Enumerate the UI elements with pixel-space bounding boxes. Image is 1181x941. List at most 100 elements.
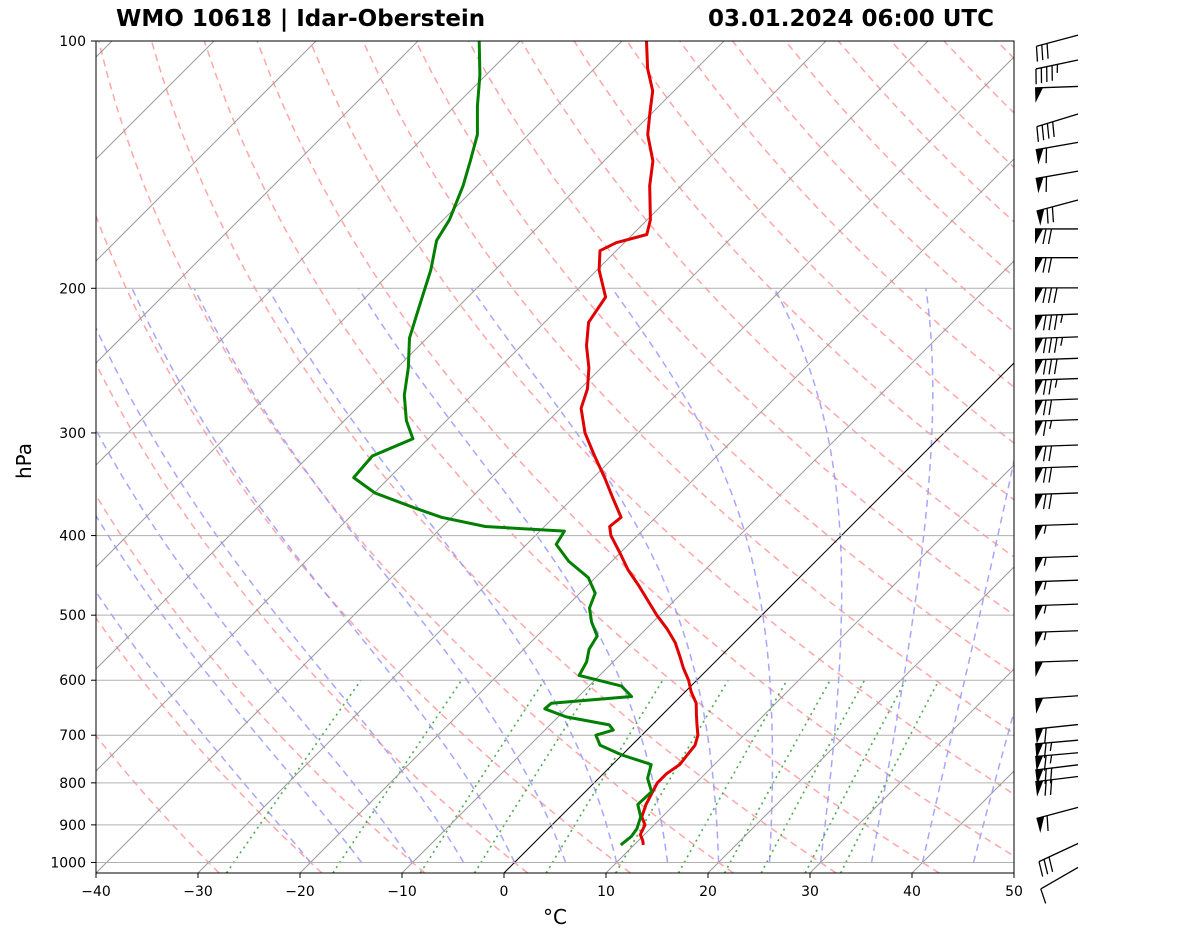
y-tick-label: 100 [59, 34, 86, 50]
barb-full [1048, 399, 1053, 416]
mixing-ratio-line [615, 679, 729, 873]
barb-flag [1036, 816, 1045, 833]
barb-full [1042, 446, 1047, 462]
isotherm [0, 41, 10, 873]
y-tick-label: 200 [59, 281, 86, 297]
barb-full [1042, 400, 1047, 416]
wind-barb [1035, 523, 1079, 541]
barb-flag [1035, 661, 1043, 678]
isotherm [96, 41, 521, 466]
barb-full [1042, 420, 1047, 436]
wind-barb [1040, 866, 1079, 904]
barb-full [1036, 126, 1040, 142]
barb-half [1049, 420, 1053, 430]
barb-full [1047, 257, 1053, 273]
wind-barb [1035, 313, 1079, 331]
barb-flag [1035, 338, 1043, 354]
barb-flag [1035, 379, 1043, 395]
barb-flag [1035, 87, 1043, 103]
isotherm [96, 41, 623, 568]
barb-full [1053, 314, 1058, 331]
barb-half [1049, 742, 1053, 752]
barb-full [1042, 337, 1047, 354]
wind-barb [1035, 287, 1078, 304]
moist-adiabat [972, 709, 1014, 863]
dry-adiabat [96, 214, 631, 873]
moist-adiabat [357, 287, 669, 863]
x-tick-label: 20 [699, 884, 717, 900]
barb-full [1048, 493, 1053, 510]
x-tick-label: 40 [903, 884, 921, 900]
x-tick-label: 50 [1005, 884, 1023, 900]
isotherm [809, 668, 1014, 873]
barb-full [1048, 445, 1053, 462]
barb-shaft [1035, 85, 1079, 89]
barb-full [1041, 44, 1044, 61]
dry-adiabat [203, 41, 940, 873]
x-axis-label: °C [543, 905, 567, 929]
barb-flag [1035, 315, 1043, 331]
moist-adiabat [921, 457, 1014, 863]
moist-adiabat [96, 590, 312, 863]
barb-shaft [1040, 866, 1079, 890]
dry-adiabat [96, 616, 323, 873]
mixing-ratio-line [225, 679, 362, 873]
x-tick-label: −40 [81, 884, 111, 900]
barb-shaft [1036, 113, 1079, 128]
wind-barb [1035, 170, 1079, 194]
isotherm [707, 566, 1014, 873]
barb-shaft [1035, 764, 1079, 771]
wind-barbs [1035, 34, 1079, 904]
dry-adiabat [1050, 41, 1181, 873]
dewpoint-line [352, 41, 654, 847]
barb-shaft [1035, 418, 1079, 422]
wind-barb [1035, 465, 1079, 483]
dry-adiabat [150, 41, 837, 873]
barb-half [1043, 605, 1047, 614]
wind-barb [1036, 806, 1079, 833]
x-tick-label: −20 [285, 884, 315, 900]
zero-isotherm [503, 362, 1014, 873]
x-tick-label: −10 [387, 884, 417, 900]
mixing-ratio-line [677, 679, 788, 873]
dry-adiabat [626, 41, 1014, 444]
y-tick-label: 400 [59, 529, 86, 545]
x-tick-label: 0 [500, 884, 509, 900]
isotherm [605, 464, 1014, 873]
dry-adiabat [520, 41, 1014, 558]
wind-barb [1035, 492, 1079, 510]
barb-full [1051, 206, 1055, 223]
barb-full [1042, 467, 1047, 483]
barb-half [1043, 525, 1047, 534]
temperature-line [579, 41, 700, 846]
moist-adiabat [96, 326, 465, 863]
barb-full [1041, 124, 1045, 141]
barb-full [1049, 779, 1053, 796]
barb-flag [1035, 400, 1043, 416]
barb-full [1043, 755, 1047, 771]
barb-half [1060, 314, 1064, 324]
barb-flag [1035, 769, 1044, 785]
wind-barb [1035, 603, 1079, 621]
mixing-ratio-line [545, 679, 664, 873]
wind-barb [1038, 842, 1079, 877]
barb-flag [1035, 359, 1043, 375]
barb-full [1042, 257, 1047, 273]
barb-full [1044, 727, 1047, 744]
isotherm [96, 41, 929, 873]
barb-flag [1035, 605, 1043, 621]
y-tick-label: 700 [59, 728, 86, 744]
wind-barb [1035, 418, 1079, 437]
dry-adiabat [256, 41, 1014, 857]
barb-shaft [1035, 695, 1079, 700]
barb-full [1047, 287, 1053, 304]
barb-flag [1036, 209, 1045, 226]
barb-shaft [1035, 523, 1079, 527]
wind-barb [1035, 34, 1079, 62]
barb-full [1035, 46, 1039, 62]
barb-full [1043, 742, 1047, 759]
isotherm [197, 56, 1014, 873]
wind-barb [1035, 444, 1079, 462]
barb-shaft [1035, 555, 1079, 559]
barb-flag [1035, 467, 1043, 483]
